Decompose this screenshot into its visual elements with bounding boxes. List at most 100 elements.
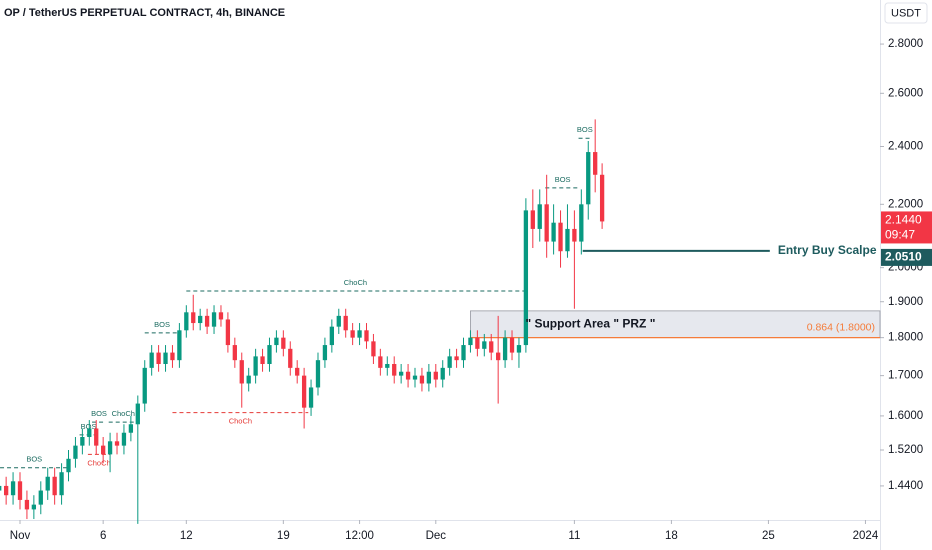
candle-body <box>94 428 99 446</box>
structure-label: ChoCh <box>87 458 110 467</box>
candle-body <box>281 337 286 349</box>
structure-label: BOS <box>26 455 42 464</box>
candle-body <box>101 445 106 455</box>
y-tick-label: 1.5200 <box>888 444 923 456</box>
candle-body <box>516 345 522 353</box>
candle-body <box>426 371 432 384</box>
x-tick-label: 11 <box>568 530 580 542</box>
candle-body <box>301 375 307 408</box>
support-zone <box>470 310 881 339</box>
last-price-tag <box>881 211 932 244</box>
candle-body <box>537 204 542 229</box>
x-tick-label: Nov <box>10 530 31 542</box>
candle-body <box>489 341 494 353</box>
structure-label: BOS <box>577 125 593 134</box>
candle-body <box>170 352 175 361</box>
candle-body <box>502 337 508 361</box>
y-tick-label: 1.9000 <box>888 296 923 308</box>
candle-body <box>267 345 272 365</box>
candle-body <box>24 499 30 510</box>
candle-body <box>468 337 473 346</box>
candle-body <box>586 152 591 205</box>
structure-label: BOS <box>81 422 97 431</box>
candle-body <box>204 315 210 327</box>
entry-label: Entry Buy Scalpe <box>778 243 877 257</box>
currency-box[interactable] <box>884 2 928 24</box>
candle-body <box>398 371 404 376</box>
candle-body <box>551 222 556 242</box>
candle-body <box>0 485 2 491</box>
candle-body <box>475 337 480 349</box>
y-tick-label: 2.2000 <box>888 198 923 210</box>
candle-body <box>121 432 127 446</box>
candle-body <box>177 330 182 361</box>
candle-body <box>80 437 85 446</box>
candle-body <box>385 364 390 368</box>
candle-body <box>17 481 23 500</box>
candle-body <box>232 345 237 361</box>
candle-body <box>184 312 189 331</box>
candle-body <box>544 204 549 242</box>
candle-body <box>45 476 50 491</box>
candle-body <box>412 375 418 380</box>
candle-body <box>343 315 348 331</box>
candle-body <box>107 441 113 455</box>
candle-body <box>447 356 452 368</box>
candle-body <box>211 312 217 327</box>
x-tick-label: 18 <box>665 530 678 542</box>
candle-body <box>593 152 598 175</box>
candle-body <box>295 367 300 376</box>
candle-body <box>149 352 154 368</box>
candle-body <box>114 441 120 446</box>
candle-body <box>579 204 584 242</box>
x-tick-label: 19 <box>277 530 290 542</box>
candle-body <box>198 315 203 324</box>
candle-body <box>558 222 563 252</box>
fib-label: 0.864 (1.8000) <box>807 321 875 333</box>
candle-body <box>530 210 535 229</box>
candle-body <box>288 348 293 368</box>
candle-body <box>308 387 314 408</box>
candle-body <box>156 352 161 365</box>
candle-body <box>364 330 369 342</box>
candle-body <box>3 485 9 496</box>
candle-body <box>440 367 445 380</box>
candle-body <box>565 228 570 252</box>
candle-body <box>38 490 43 505</box>
candle-body <box>260 356 265 365</box>
candle-body <box>135 403 140 425</box>
entry-price-label: 2.0510 <box>885 250 922 264</box>
candle-body <box>163 352 168 365</box>
candle-body <box>371 341 376 357</box>
countdown: 09:47 <box>885 228 915 242</box>
zone-label: " Support Area " PRZ " <box>525 316 655 330</box>
candle-body <box>52 476 57 496</box>
x-tick-label: 12:00 <box>345 530 374 542</box>
y-tick-label: 1.7000 <box>888 370 923 382</box>
candle-body <box>599 174 605 222</box>
candle-body <box>253 356 258 376</box>
candle-body <box>274 337 279 346</box>
structure-label: BOS <box>555 175 571 184</box>
candle-body <box>405 371 411 380</box>
candle-body <box>31 504 37 510</box>
candle-body <box>225 319 231 346</box>
chart-title: OP / TetherUS PERPETUAL CONTRACT, 4h, BI… <box>4 7 285 19</box>
candle-body <box>357 330 362 338</box>
last-price-label: 2.1440 <box>885 213 922 227</box>
candle-body <box>315 360 321 388</box>
y-tick-label: 1.8000 <box>888 332 923 344</box>
candle-body <box>87 428 92 438</box>
candle-body <box>66 458 71 473</box>
y-tick-label: 2.4000 <box>888 141 923 153</box>
candle-body <box>509 337 515 353</box>
structure-label: ChoCh <box>344 278 367 287</box>
candle-body <box>142 367 147 404</box>
y-tick-label: 1.6000 <box>888 410 923 422</box>
structure-label: BOS <box>91 409 107 418</box>
structure-label: BOS <box>154 320 170 329</box>
x-tick-label: 2024 <box>853 530 879 542</box>
y-tick-label: 2.8000 <box>888 38 923 50</box>
